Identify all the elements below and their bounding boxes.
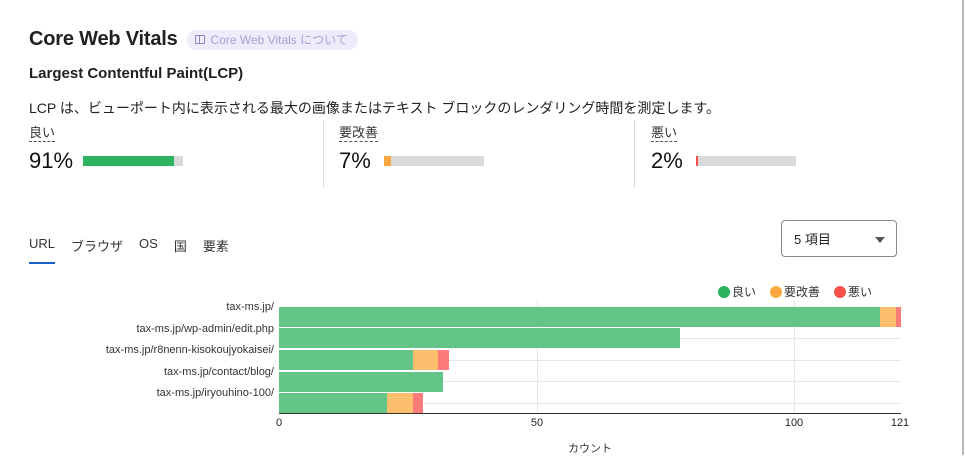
tab-country[interactable]: 国 bbox=[173, 239, 187, 254]
bar-segment[interactable] bbox=[412, 350, 439, 370]
y-axis-label: tax-ms.jp/ bbox=[226, 301, 274, 313]
bar-segment[interactable] bbox=[895, 307, 901, 327]
bar-segment[interactable] bbox=[438, 350, 449, 370]
x-tick-label: 121 bbox=[890, 417, 910, 429]
about-chip-label: Core Web Vitals について bbox=[210, 33, 348, 47]
tab-os[interactable]: OS bbox=[139, 236, 158, 251]
metric-value: 91% bbox=[29, 148, 74, 173]
chart-bar[interactable] bbox=[279, 372, 444, 392]
metric-divider bbox=[634, 120, 635, 188]
legend-item-poor[interactable]: 悪い bbox=[834, 283, 872, 300]
bar-segment[interactable] bbox=[279, 393, 387, 413]
header: Core Web Vitals Core Web Vitals について bbox=[29, 28, 358, 51]
x-axis-title: カウント bbox=[568, 443, 612, 455]
tab-url[interactable]: URL bbox=[29, 236, 56, 264]
bar-segment[interactable] bbox=[279, 350, 413, 370]
bar-segment[interactable] bbox=[880, 307, 896, 327]
metric-good: 良い 91% bbox=[29, 124, 183, 188]
chart-bar[interactable] bbox=[279, 393, 423, 413]
bar-segment[interactable] bbox=[279, 328, 680, 348]
gridline bbox=[279, 403, 901, 404]
chart-bar[interactable] bbox=[279, 307, 901, 327]
gridline bbox=[279, 360, 901, 361]
x-tick-label: 0 bbox=[275, 417, 283, 429]
metric-label[interactable]: 要改善 bbox=[339, 125, 379, 142]
panel-right-border bbox=[962, 0, 964, 455]
metric-label[interactable]: 悪い bbox=[651, 125, 678, 142]
item-count-select[interactable]: 5 項目 bbox=[781, 220, 897, 257]
section-title: Largest Contentful Paint(LCP) bbox=[29, 65, 244, 82]
gridline bbox=[279, 381, 901, 382]
legend-label: 要改善 bbox=[784, 285, 821, 299]
chart-bar[interactable] bbox=[279, 350, 449, 370]
bar-segment[interactable] bbox=[279, 372, 444, 392]
metric-progress-bar bbox=[384, 156, 484, 166]
about-core-web-vitals-link[interactable]: Core Web Vitals について bbox=[186, 29, 358, 50]
book-icon bbox=[194, 35, 205, 44]
y-axis-label: tax-ms.jp/contact/blog/ bbox=[163, 366, 274, 378]
chart-legend: 良い 要改善 悪い bbox=[718, 283, 872, 300]
x-tick-label: 100 bbox=[784, 417, 804, 429]
bar-segment[interactable] bbox=[386, 393, 413, 413]
metric-progress-bar bbox=[83, 156, 183, 166]
bar-segment[interactable] bbox=[412, 393, 423, 413]
gridline bbox=[537, 300, 538, 413]
legend-label: 良い bbox=[732, 285, 757, 299]
x-tick-label: 50 bbox=[530, 417, 544, 429]
y-axis-label: tax-ms.jp/r8nenn-kisokoujyokaisei/ bbox=[105, 344, 274, 356]
tab-element[interactable]: 要素 bbox=[202, 239, 229, 254]
legend-item-needs-improvement[interactable]: 要改善 bbox=[770, 283, 820, 300]
metric-value: 7% bbox=[339, 148, 371, 173]
caret-down-icon bbox=[875, 237, 885, 243]
section-description: LCP は、ビューポート内に表示される最大の画像またはテキスト ブロックのレンダ… bbox=[29, 100, 720, 116]
metric-label[interactable]: 良い bbox=[29, 125, 56, 142]
metric-needs-improvement: 要改善 7% bbox=[339, 124, 484, 188]
legend-dot-icon bbox=[770, 285, 783, 298]
dimension-tabs: URL ブラウザ OS 国 要素 bbox=[29, 236, 229, 264]
metric-value: 2% bbox=[651, 148, 683, 173]
x-axis-line bbox=[279, 413, 901, 414]
legend-label: 悪い bbox=[848, 285, 873, 299]
tab-browser[interactable]: ブラウザ bbox=[71, 239, 124, 254]
item-count-value: 5 項目 bbox=[794, 232, 831, 247]
chart-bar[interactable] bbox=[279, 328, 680, 348]
legend-item-good[interactable]: 良い bbox=[718, 283, 756, 300]
gridline bbox=[794, 300, 795, 413]
legend-dot-icon bbox=[834, 285, 847, 298]
bar-segment[interactable] bbox=[279, 307, 881, 327]
page-title: Core Web Vitals bbox=[29, 28, 178, 50]
legend-dot-icon bbox=[718, 285, 730, 298]
metric-divider bbox=[323, 120, 324, 188]
metric-progress-bar bbox=[696, 156, 796, 166]
y-axis-label: tax-ms.jp/wp-admin/edit.php bbox=[136, 323, 274, 335]
metric-poor: 悪い 2% bbox=[651, 124, 796, 188]
y-axis-label: tax-ms.jp/iryouhino-100/ bbox=[156, 387, 274, 399]
